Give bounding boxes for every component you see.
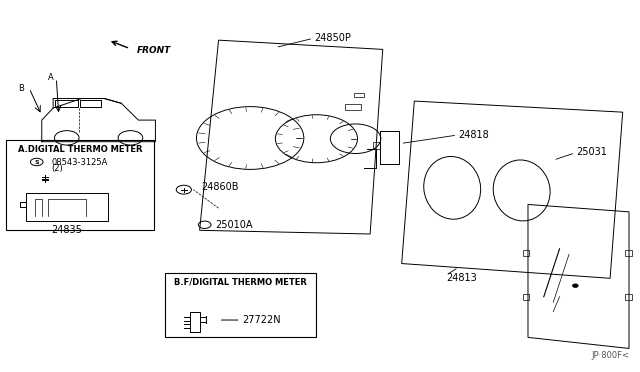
Text: A: A: [49, 73, 54, 81]
Bar: [26, 193, 108, 221]
Text: FRONT: FRONT: [136, 46, 171, 55]
Text: 24850P: 24850P: [314, 33, 351, 42]
Text: 24818: 24818: [458, 130, 489, 140]
Text: A.DIGITAL THERMO METER: A.DIGITAL THERMO METER: [18, 145, 142, 154]
Bar: [165, 273, 316, 337]
Bar: [345, 104, 361, 110]
Text: B: B: [19, 84, 24, 93]
Text: B.F/DIGITAL THERMO METER: B.F/DIGITAL THERMO METER: [174, 277, 307, 286]
Bar: [355, 93, 364, 97]
Text: 24813: 24813: [446, 273, 477, 283]
Text: 08543-3125A: 08543-3125A: [51, 157, 108, 167]
Bar: [523, 294, 529, 301]
Text: 25010A: 25010A: [216, 220, 253, 230]
Text: 24860B: 24860B: [201, 182, 238, 192]
Text: S: S: [35, 160, 39, 164]
Text: JP·800F<: JP·800F<: [591, 351, 629, 360]
Circle shape: [573, 284, 578, 287]
Text: 24835: 24835: [52, 225, 83, 235]
Text: 27722N: 27722N: [242, 315, 280, 325]
Bar: [625, 250, 632, 256]
Bar: [625, 294, 632, 301]
Text: 25031: 25031: [577, 147, 607, 157]
Bar: [523, 250, 529, 256]
Text: (2): (2): [51, 164, 63, 173]
Bar: [6, 140, 154, 230]
